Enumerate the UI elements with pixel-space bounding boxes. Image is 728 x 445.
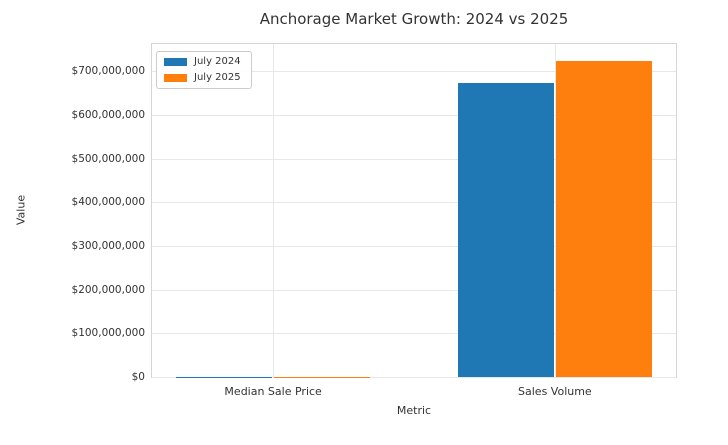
y-tick-label--0: $0	[131, 371, 145, 383]
h-gridline--200-000-000	[152, 289, 676, 291]
h-gridline--400-000-000	[152, 202, 676, 204]
h-gridline--500-000-000	[152, 158, 676, 160]
legend-swatch-july-2024	[164, 58, 187, 66]
x-axis-label: Metric	[396, 404, 432, 417]
y-tick-label--700-000-000: $700,000,000	[71, 65, 145, 78]
v-gridline-median-sale-price	[273, 44, 275, 377]
legend-swatch-july-2025	[164, 74, 187, 82]
y-axis-label: Value	[14, 194, 28, 226]
legend-entry-july-2025: July 2025	[164, 73, 241, 83]
y-tick-label--300-000-000: $300,000,000	[71, 240, 145, 253]
h-gridline--300-000-000	[152, 246, 676, 248]
h-gridline--700-000-000	[152, 71, 676, 73]
h-gridline--100-000-000	[152, 333, 676, 335]
y-tick-label--200-000-000: $200,000,000	[71, 283, 145, 296]
h-gridline--0	[152, 377, 676, 378]
y-tick-label--500-000-000: $500,000,000	[71, 152, 145, 165]
bar-july-2025-sales-volume	[555, 60, 652, 377]
bar-july-2024-sales-volume	[458, 83, 554, 377]
legend-label-july-2024: July 2024	[194, 56, 241, 67]
chart-title: Anchorage Market Growth: 2024 vs 2025	[259, 10, 569, 28]
x-tick-label-median-sale-price: Median Sale Price	[224, 385, 322, 398]
y-tick-label--100-000-000: $100,000,000	[71, 327, 145, 340]
legend-label-july-2025: July 2025	[194, 72, 241, 83]
legend: July 2024 July 2025	[156, 51, 252, 89]
y-tick-label--400-000-000: $400,000,000	[71, 196, 145, 209]
h-gridline--600-000-000	[152, 115, 676, 117]
v-gridline-sales-volume	[554, 44, 556, 377]
legend-entry-july-2024: July 2024	[164, 57, 241, 67]
plot-area: July 2024 July 2025 $0 $100,000,000 $200,0…	[72, 43, 677, 398]
y-tick-label--600-000-000: $600,000,000	[71, 109, 145, 122]
x-tick-label-sales-volume: Sales Volume	[518, 385, 592, 398]
